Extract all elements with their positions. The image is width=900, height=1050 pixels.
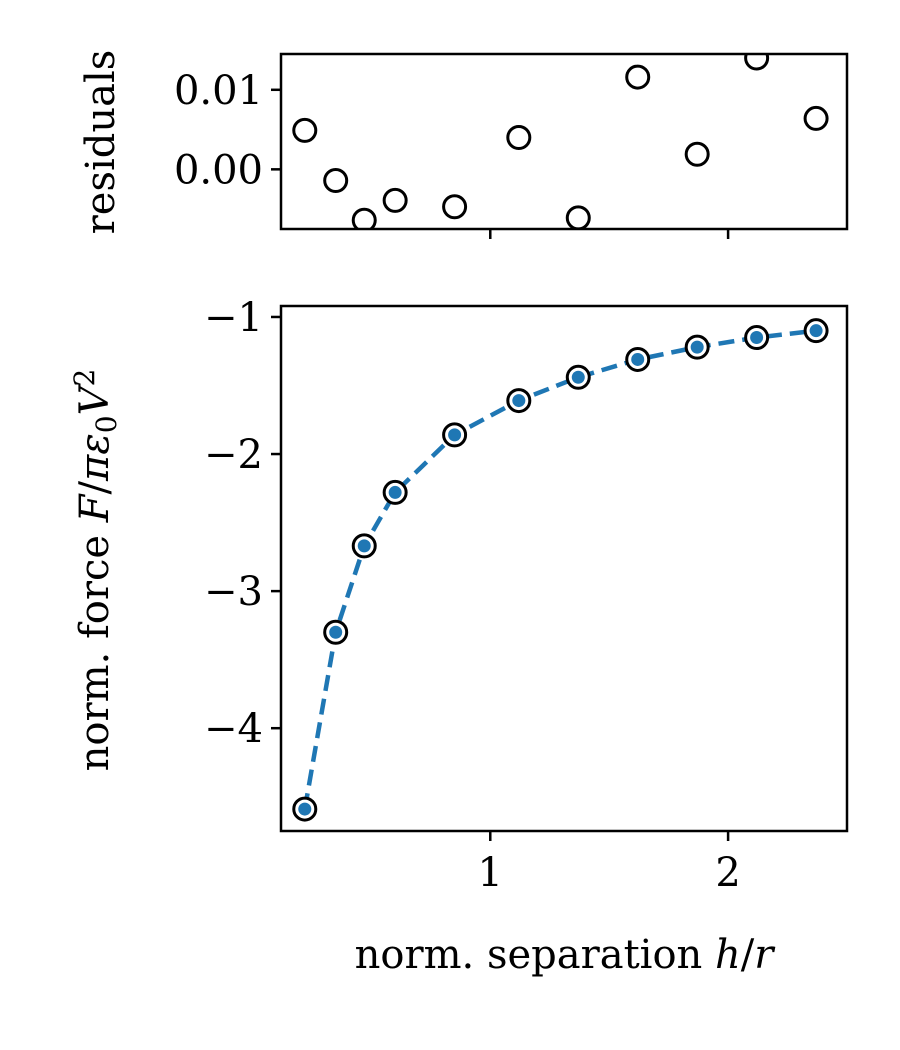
x-axis-label-symbol: h (715, 932, 741, 978)
residuals-data-point (506, 125, 532, 151)
force-x-tick-label: 1 (478, 850, 503, 896)
residuals-data-point (292, 117, 318, 143)
residuals-data-point (442, 194, 468, 220)
x-axis-label: norm. separation h/r (355, 932, 777, 978)
force-fit-point (448, 428, 462, 442)
residuals-data-point (684, 141, 710, 167)
residuals-data-point (382, 187, 408, 213)
residuals-y-tick-label: 0.00 (174, 147, 263, 193)
residuals-panel: residuals 0.00 0.01 (78, 50, 849, 239)
residuals-y-tick-label: 0.01 (174, 68, 263, 114)
force-fit-point (298, 802, 312, 816)
residuals-axes-frame (279, 52, 849, 231)
force-y-axis-label-denominator: πε (72, 433, 118, 482)
force-axes-frame (279, 304, 849, 833)
residuals-y-axis-label: residuals (78, 50, 124, 235)
force-panel: norm. force F/πε0V2 norm. separation h/r… (68, 295, 849, 978)
force-y-axis-label: norm. force F/πε0V2 (68, 369, 123, 772)
residuals-data-point (803, 105, 829, 131)
x-axis-label-slash: / (741, 932, 755, 978)
force-fit-point (809, 324, 823, 338)
residuals-data-point (625, 64, 651, 90)
residuals-data-point (351, 207, 377, 229)
force-fit-point (631, 352, 645, 366)
force-y-tick-label: −3 (204, 569, 263, 615)
x-axis-label-text: norm. separation (355, 932, 715, 978)
force-y-axis-label-symbol: F (72, 493, 118, 523)
force-fit-point (388, 485, 402, 499)
x-axis-label-symbol-r: r (754, 932, 776, 978)
force-fit-point (750, 331, 764, 345)
residuals-data-point (565, 205, 591, 229)
force-y-axis-label-text: norm. force (72, 522, 118, 771)
residuals-plot-area (292, 54, 829, 229)
force-y-axis-label-v: V (72, 382, 118, 415)
force-y-tick-label: −4 (204, 706, 263, 752)
force-fit-point (690, 340, 704, 354)
force-fit-line (302, 328, 817, 810)
force-y-axis-label-subscript: 0 (90, 415, 123, 433)
force-fit-point (329, 625, 343, 639)
force-fit-point (571, 370, 585, 384)
force-y-axis-label-superscript: 2 (68, 369, 101, 387)
force-y-tick-label: −1 (204, 295, 263, 341)
force-x-tick-label: 2 (715, 850, 740, 896)
force-fit-point (357, 539, 371, 553)
force-plot-area (292, 318, 829, 822)
force-y-axis-label-slash: / (72, 480, 118, 494)
residuals-data-point (744, 54, 770, 71)
force-fit-point (512, 394, 526, 408)
force-y-tick-label: −2 (204, 432, 263, 478)
residuals-data-point (323, 167, 349, 193)
